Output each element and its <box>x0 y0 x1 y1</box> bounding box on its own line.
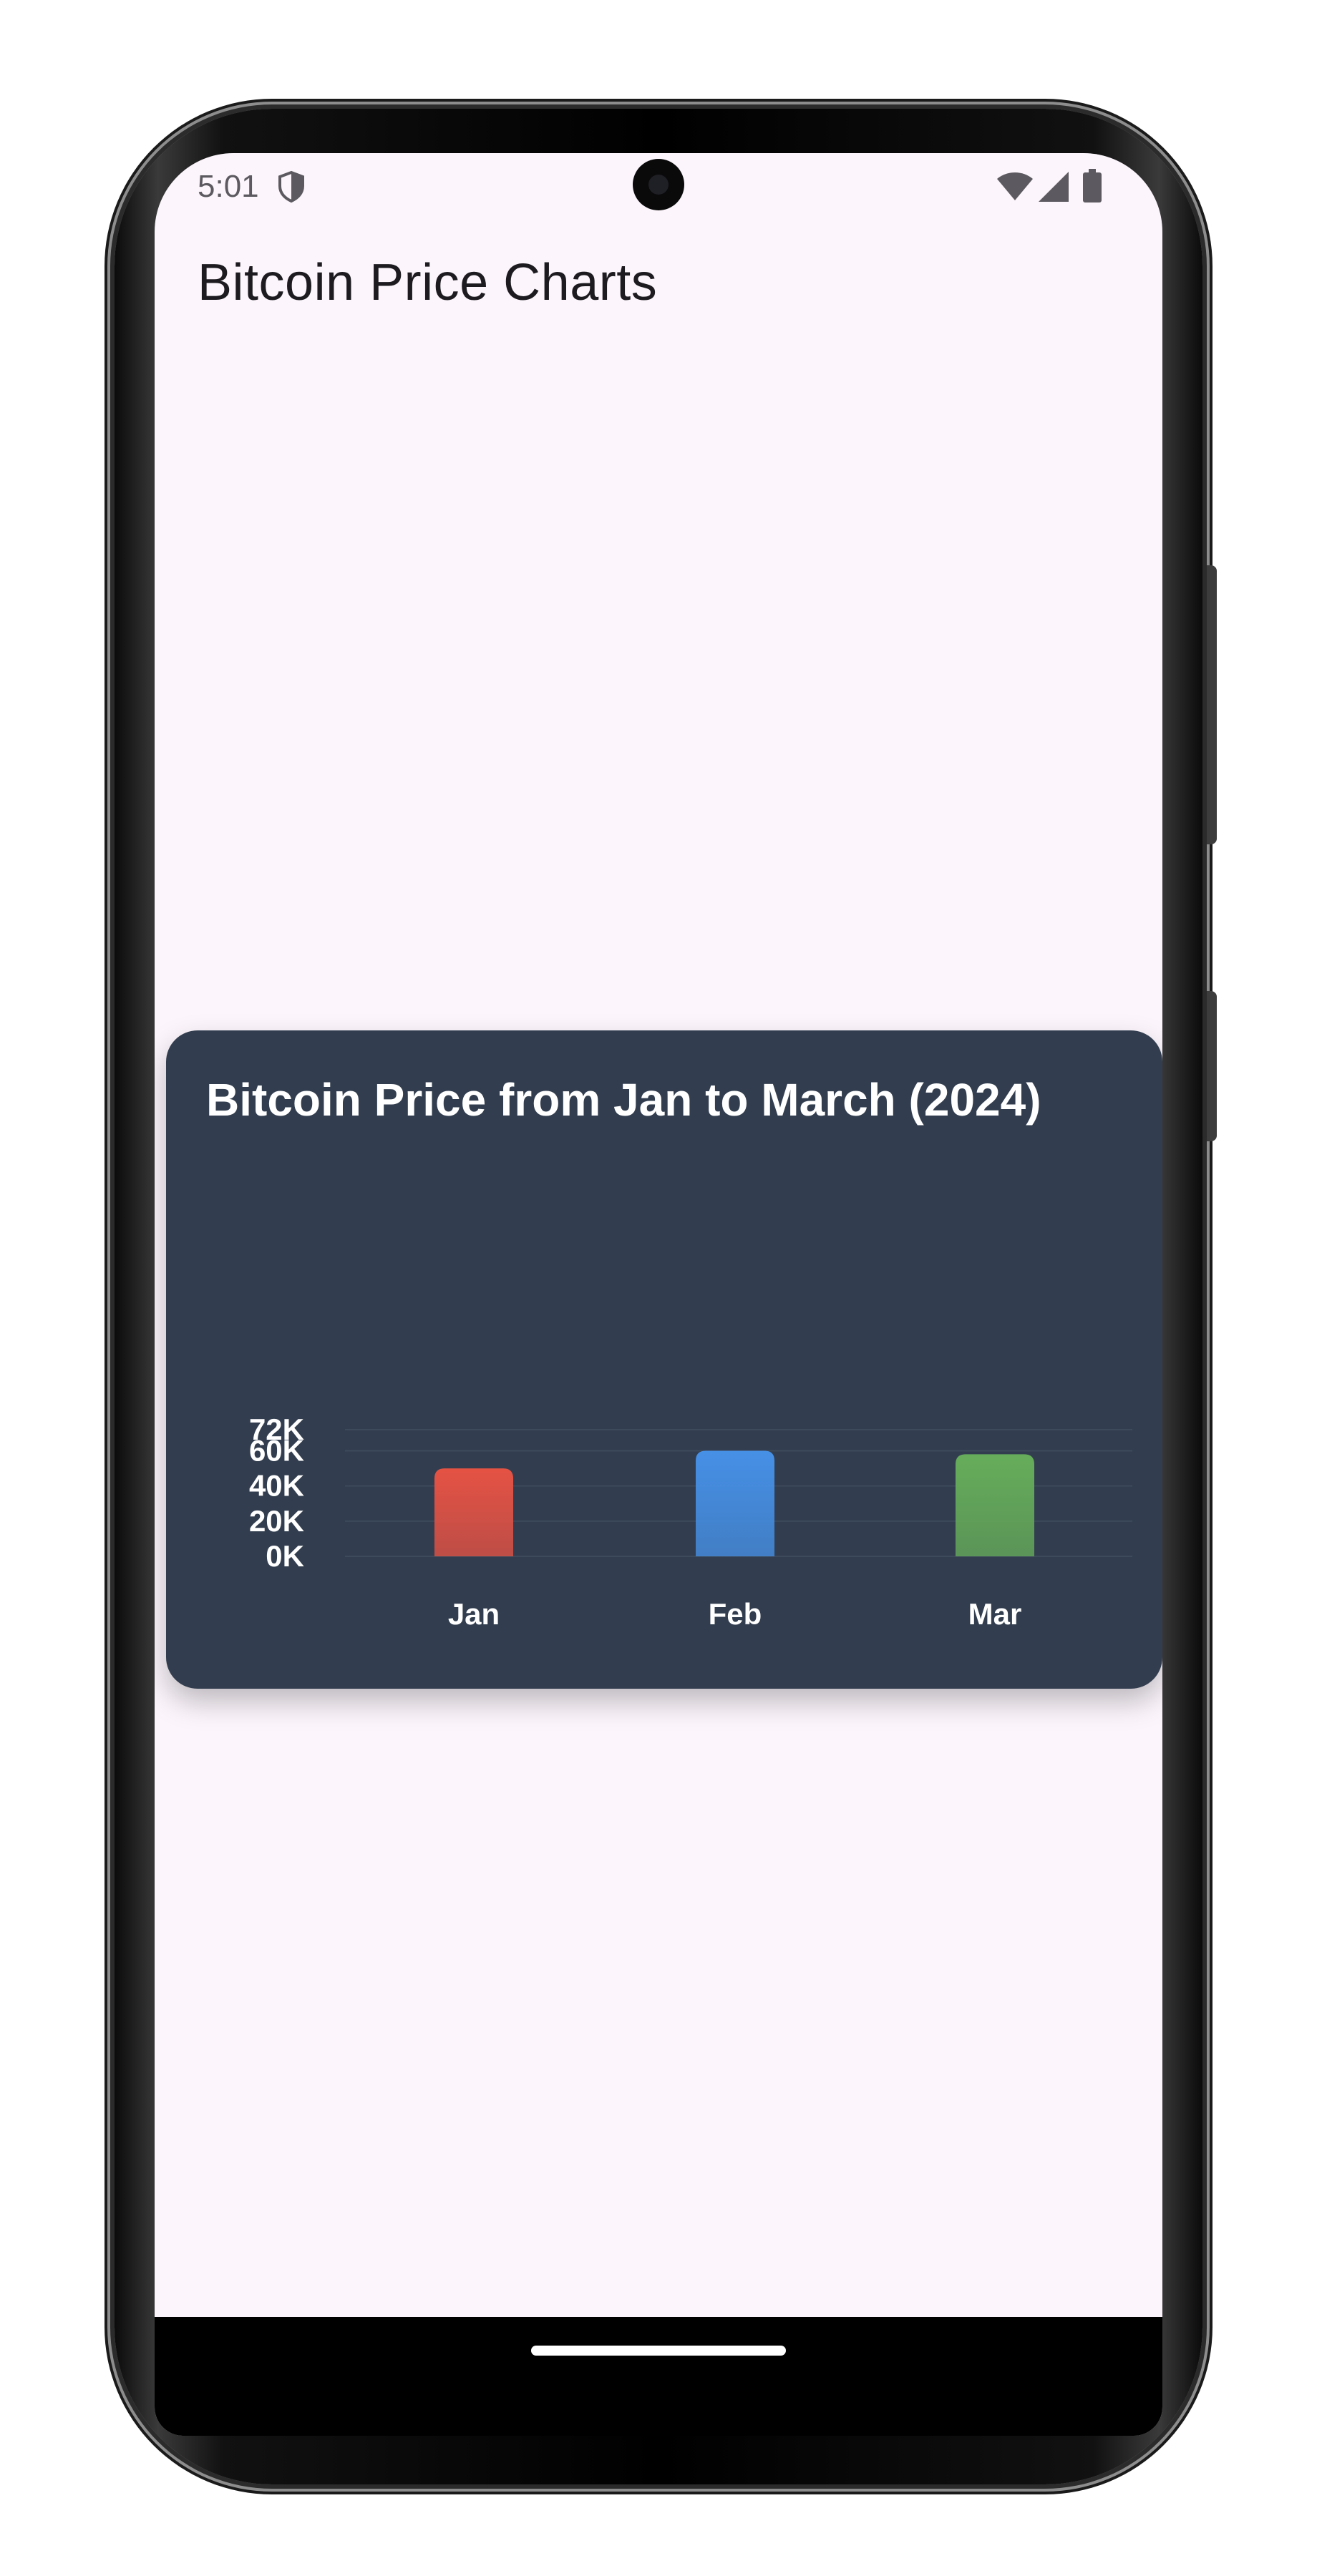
app-screen: 5:01 Bitcoin Price Charts Bitcoin Price … <box>155 153 1162 2436</box>
y-tick-label: 40K <box>249 1469 304 1503</box>
front-camera <box>633 159 684 210</box>
status-time: 5:01 <box>198 169 259 204</box>
power-button <box>1207 991 1217 1141</box>
bar-feb <box>696 1450 774 1556</box>
shield-icon <box>278 170 304 203</box>
x-axis-ticks: Jan Feb Mar <box>448 1597 1022 1631</box>
signal-icon <box>1039 172 1069 202</box>
bar-mar <box>956 1454 1034 1556</box>
home-handle[interactable] <box>531 2346 786 2356</box>
chart-title: Bitcoin Price from Jan to March (2024) <box>206 1074 1041 1126</box>
y-tick-label: 60K <box>249 1434 304 1468</box>
bars <box>434 1450 1034 1556</box>
bar-jan <box>434 1468 513 1556</box>
volume-button <box>1207 565 1217 844</box>
status-bar: 5:01 <box>155 153 1162 225</box>
x-tick-label: Mar <box>968 1597 1022 1631</box>
y-tick-label: 20K <box>249 1504 304 1538</box>
y-tick-label: 0K <box>266 1539 304 1573</box>
wifi-icon <box>997 172 1033 200</box>
navigation-bar <box>155 2317 1162 2436</box>
page-title: Bitcoin Price Charts <box>198 254 658 311</box>
chart-card: Bitcoin Price from Jan to March (2024) 0… <box>166 1030 1162 1689</box>
battery-icon <box>1083 169 1102 203</box>
x-tick-label: Jan <box>448 1597 500 1631</box>
x-tick-label: Feb <box>709 1597 762 1631</box>
y-tick-label: 72K <box>249 1413 304 1446</box>
